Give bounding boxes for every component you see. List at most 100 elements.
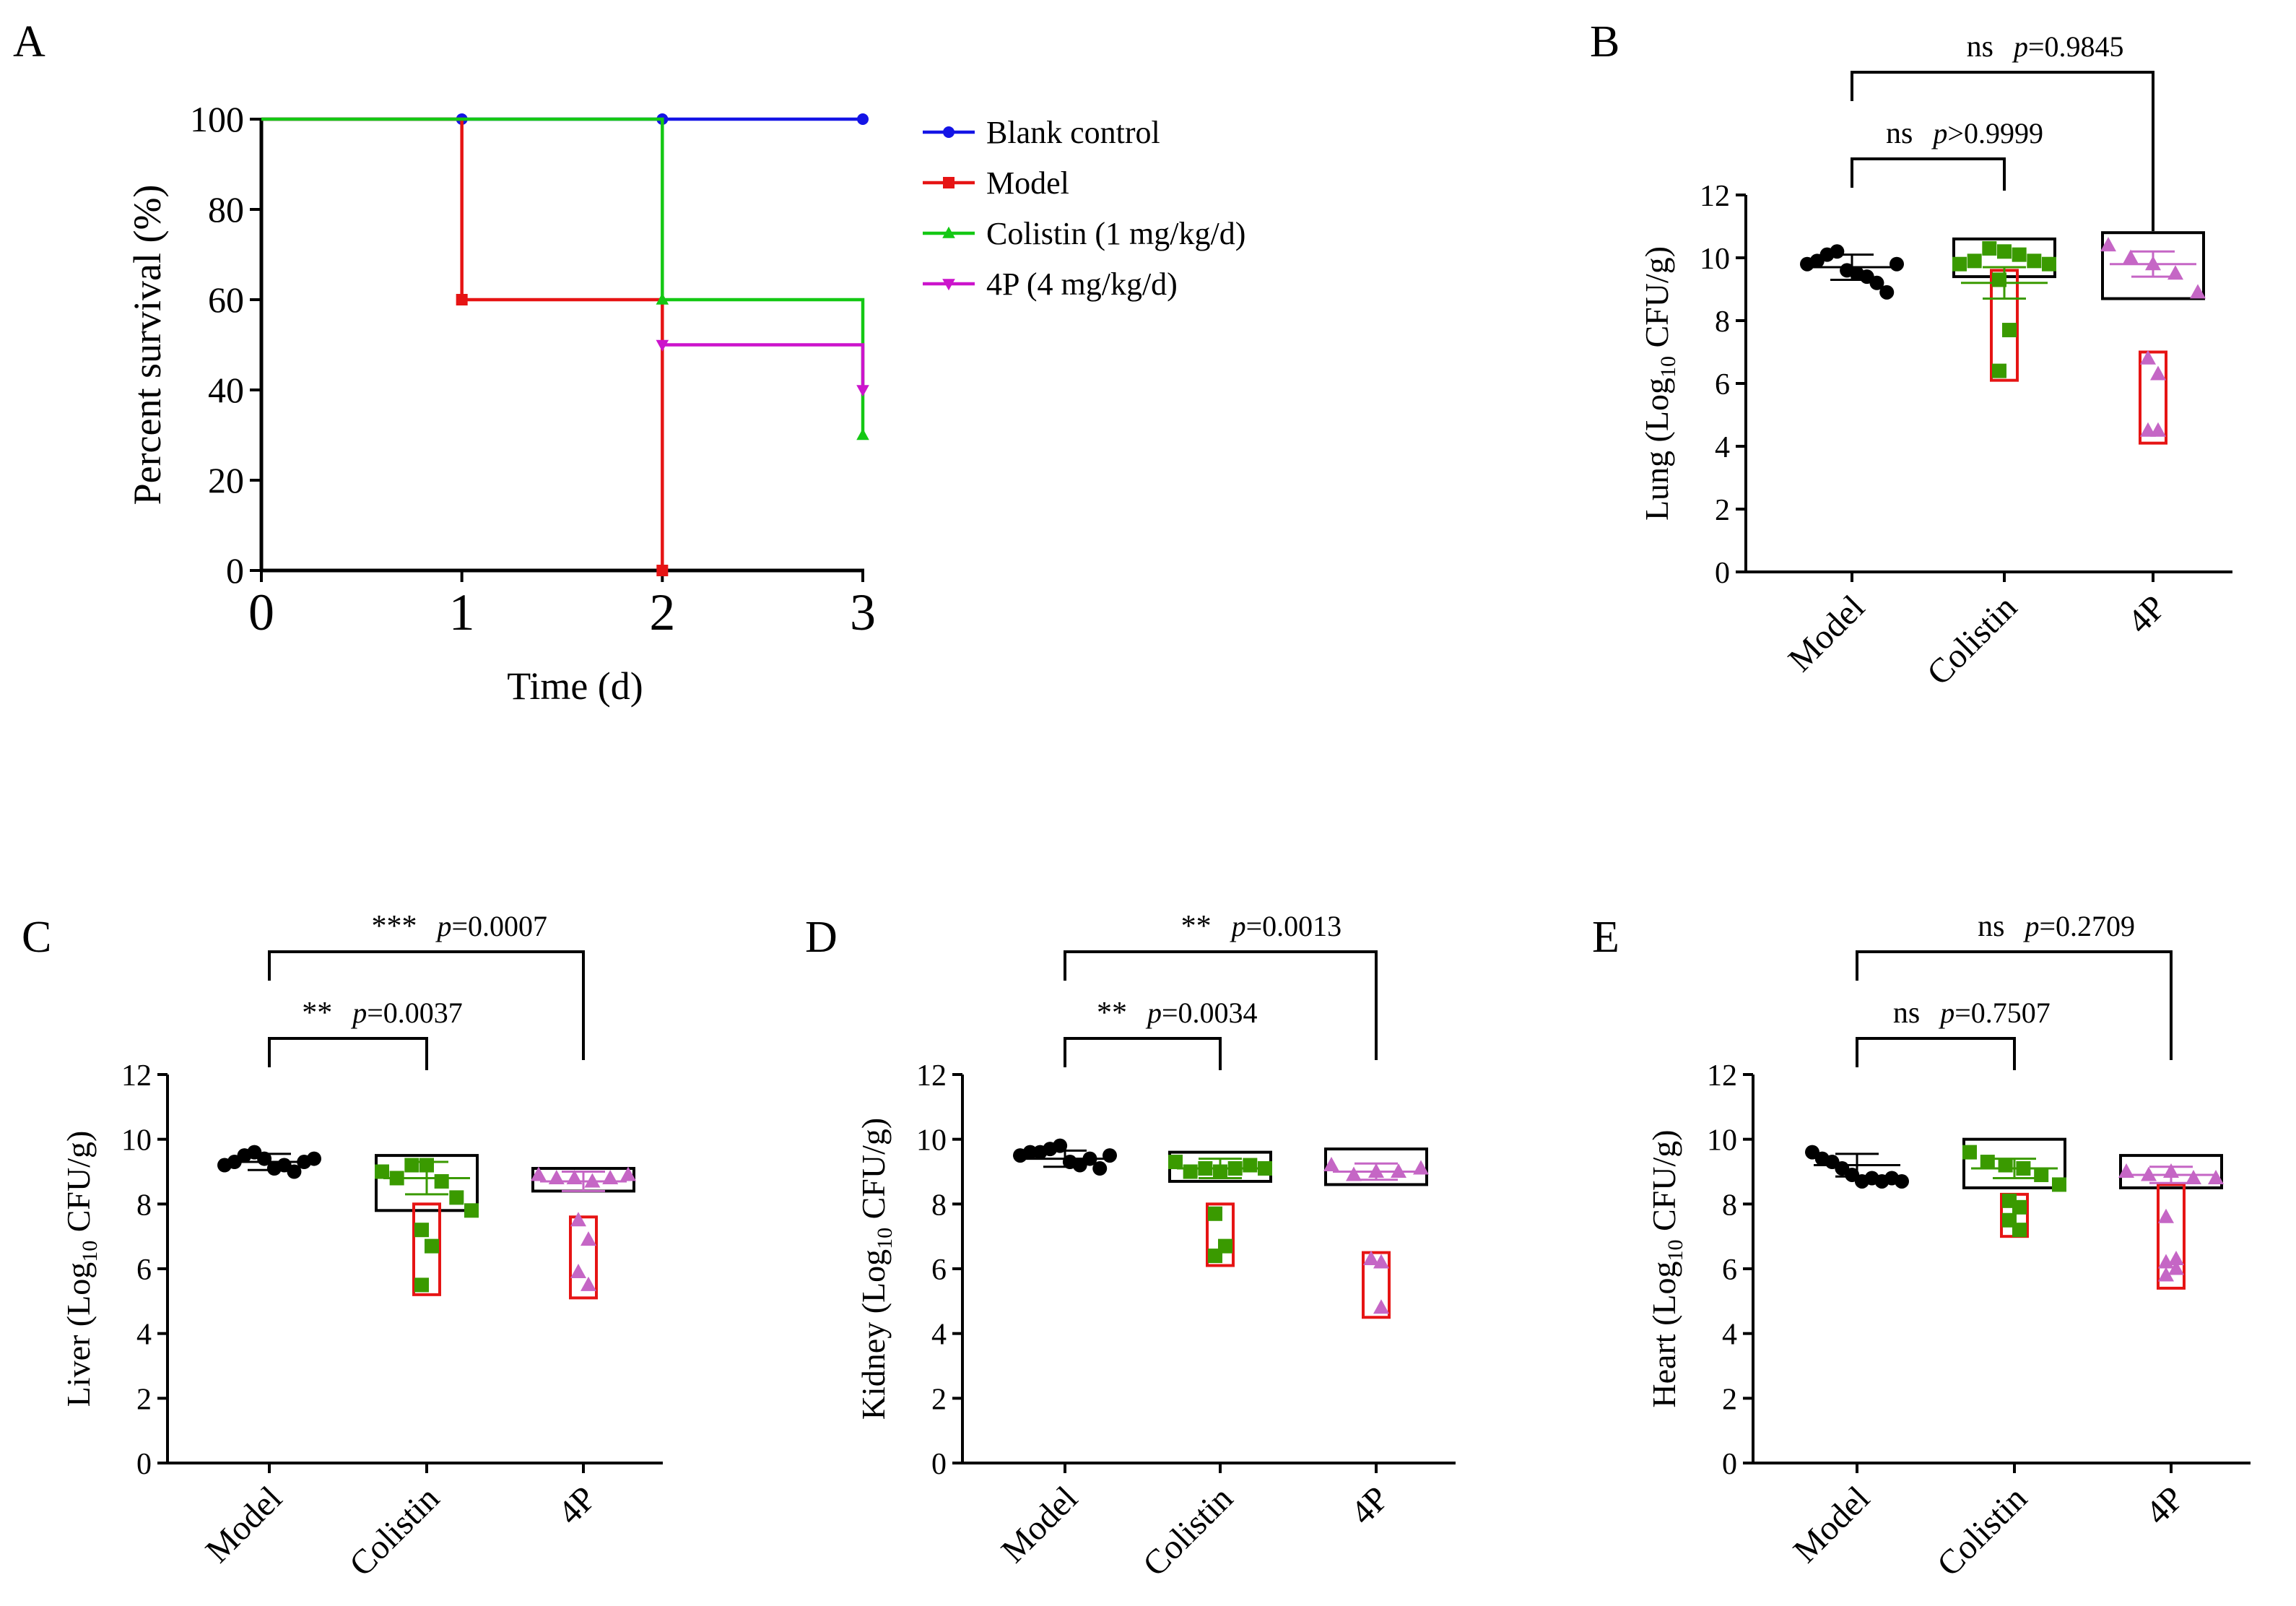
data-point (2186, 1169, 2201, 1184)
data-point (2158, 1208, 2174, 1223)
highlight-box-high (375, 1154, 479, 1212)
y-tick-label: 4 (931, 1319, 947, 1352)
data-point (1967, 253, 1982, 269)
data-point (1346, 1166, 1362, 1181)
x-tick-label: Colistin (1920, 588, 2025, 693)
panel-c: C 0 2 4 6 8 10 12 Liver (Log10 CFU/g) Model Colist… (22, 910, 663, 1584)
x-tick-label: Colistin (1136, 1479, 1240, 1584)
panel-a: A 0 20 40 60 80 100 0 1 2 3 Time (d) Percent surviva… (13, 17, 1245, 708)
panel-label-b: B (1590, 17, 1619, 66)
y-tick-label: 8 (931, 1189, 947, 1222)
data-point (2016, 1161, 2031, 1176)
y-tick-label: 0 (226, 550, 244, 591)
data-point (2123, 249, 2139, 264)
y-tick-label: 4 (1715, 431, 1730, 464)
series-point (656, 339, 669, 352)
legend-entry: Blank control (923, 115, 1160, 150)
y-tick-label: 12 (1700, 180, 1730, 213)
legend-marker (942, 226, 955, 238)
data-point (1258, 1161, 1272, 1176)
data-point (1998, 1158, 2013, 1173)
significance-bracket: *** p=0.0007 (268, 910, 585, 1060)
series-point (856, 428, 869, 440)
data-point (375, 1164, 389, 1179)
bracket-line (1851, 157, 2006, 191)
data-point (1198, 1161, 1213, 1176)
legend-marker (942, 279, 955, 291)
data-point (580, 1276, 596, 1291)
y-axis-title: Lung (Log10 CFU/g) (1638, 246, 1680, 521)
bracket-line (268, 950, 585, 1060)
data-point (2027, 253, 2042, 269)
data-point (2168, 1260, 2184, 1275)
y-tick-label: 0 (931, 1448, 947, 1481)
legend-marker (943, 177, 955, 188)
panel-label-a: A (13, 17, 45, 66)
group-model (1013, 1138, 1117, 1176)
p-value-label: p=0.0013 (1230, 910, 1342, 942)
data-point (1092, 1161, 1108, 1176)
significance-stars: ns (1893, 997, 1920, 1030)
x-tick-label: 4P (550, 1479, 603, 1532)
significance-bracket: ** p=0.0037 (268, 997, 463, 1070)
data-point (602, 1169, 619, 1184)
y-tick-label: 2 (136, 1383, 152, 1416)
data-point (2208, 1169, 2224, 1184)
x-tick-label: 4P (1343, 1479, 1396, 1532)
highlight-box-high (1962, 1137, 2066, 1189)
data-point (2168, 1251, 2184, 1266)
highlight-box-low (2139, 350, 2167, 445)
data-point (1391, 1163, 1406, 1178)
y-tick-label: 4 (136, 1319, 152, 1352)
significance-bracket: ns p=0.2709 (1856, 910, 2173, 1060)
y-tick-label: 4 (1722, 1319, 1737, 1352)
x-tick-label: Model (199, 1479, 290, 1570)
y-tick-label: 8 (1722, 1189, 1737, 1222)
data-point (307, 1151, 321, 1166)
significance-stars: *** (371, 910, 417, 943)
data-point (1208, 1249, 1222, 1264)
data-point (570, 1263, 586, 1278)
data-point (389, 1171, 404, 1186)
data-point (1103, 1148, 1117, 1163)
bracket-line (268, 1037, 428, 1070)
significance-stars: ns (1886, 117, 1913, 150)
x-tick-label: Model (1786, 1479, 1877, 1570)
data-point (1213, 1164, 1227, 1179)
group-4p (2118, 1154, 2224, 1290)
x-tick-label: Model (994, 1479, 1085, 1570)
legend-entry: Colistin (1 mg/kg/d) (923, 216, 1245, 251)
y-tick-label: 20 (208, 460, 244, 500)
y-tick-label: 8 (1715, 305, 1730, 339)
data-point (2141, 1166, 2157, 1181)
x-tick-label: Model (1781, 588, 1872, 679)
significance-stars: ** (1181, 910, 1212, 943)
p-value-label: p=0.0037 (350, 997, 463, 1029)
significance-bracket: ** p=0.0013 (1064, 910, 1378, 1060)
data-point (2150, 365, 2166, 381)
p-value-label: p=0.9845 (2012, 30, 2124, 63)
highlight-box-high (2119, 1154, 2223, 1189)
legend-entry: Model (923, 165, 1069, 201)
data-point (1227, 1161, 1243, 1176)
y-tick-label: 10 (121, 1124, 152, 1158)
highlight-box-low (1362, 1251, 1391, 1319)
data-point (1243, 1158, 1258, 1173)
data-point (1997, 244, 2012, 259)
data-point (1323, 1157, 1339, 1172)
y-tick-label: 100 (190, 99, 244, 139)
data-point (2158, 1254, 2174, 1269)
series-point (456, 294, 468, 305)
highlight-box-high (1324, 1147, 1428, 1186)
data-point (1879, 285, 1895, 300)
data-point (414, 1223, 429, 1238)
data-point (1208, 1206, 1222, 1221)
data-point (2150, 422, 2166, 437)
data-point (1830, 244, 1845, 259)
y-tick-label: 2 (931, 1383, 947, 1416)
data-point (2167, 265, 2183, 280)
data-point (287, 1164, 302, 1179)
data-point (1373, 1299, 1389, 1314)
highlight-box-low (1206, 1202, 1235, 1267)
x-tick-label: 4P (2120, 588, 2173, 641)
